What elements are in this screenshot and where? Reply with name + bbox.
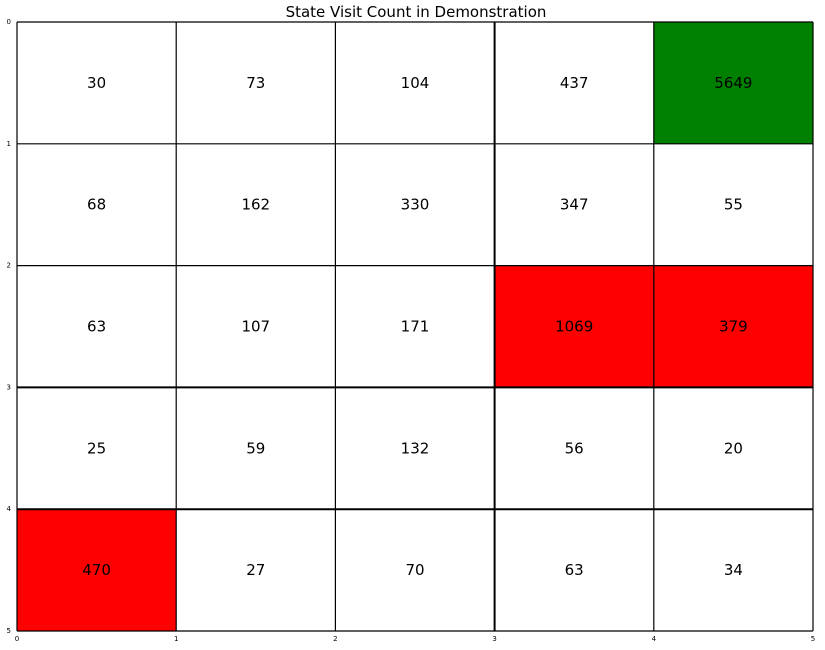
cell-value-label: 55 [724,196,743,214]
cell-value-label: 347 [560,196,589,214]
heatmap-cell [335,143,495,266]
cell-value-label: 1069 [555,318,593,336]
heatmap-cell [653,509,813,631]
cell-value-label: 30 [87,74,106,92]
heatmap-cell [176,143,336,266]
y-tick-label: 4 [7,505,12,513]
x-tick-label: 0 [15,635,19,643]
cell-value-label: 34 [724,561,743,579]
heatmap-cell [335,265,495,388]
y-axis-ticks: 0 1 2 3 4 5 [7,18,12,635]
cell-value-label: 5649 [714,74,752,92]
x-tick-label: 2 [333,635,337,643]
heatmap-cell [17,509,177,631]
cell-value-label: 171 [401,318,430,336]
cell-value-label: 56 [565,439,584,457]
cell-value-label: 132 [401,439,430,457]
y-tick-label: 1 [7,140,11,148]
heatmap-cell [494,143,654,266]
heatmap-cell [653,387,813,510]
heatmap-cell [335,387,495,510]
heatmap-cell [335,509,495,631]
chart-title: State Visit Count in Demonstration [285,3,547,21]
heatmap-cell [494,265,654,388]
cell-value-label: 70 [405,561,424,579]
y-tick-label: 5 [7,627,11,635]
heatmap-cell [176,265,336,388]
cell-value-label: 63 [565,561,584,579]
cell-value-label: 437 [560,74,589,92]
cell-value-labels: 30 73 104 437 5649 68 162 330 347 55 63 107 171 1069 3… [82,74,752,579]
x-tick-label: 1 [174,635,178,643]
heatmap-cell [494,22,654,144]
y-tick-label: 2 [7,262,11,270]
cell-value-label: 63 [87,318,106,336]
heatmap-cell [494,387,654,510]
cell-value-label: 25 [87,439,106,457]
heatmap-cell [17,265,177,388]
grid-lines [16,21,814,632]
cell-value-label: 162 [241,196,270,214]
cell-value-label: 330 [401,196,430,214]
heatmap-cell [17,387,177,510]
heatmap-cell [176,509,336,631]
x-tick-label: 4 [652,635,657,643]
cell-value-label: 104 [401,74,430,92]
y-tick-label: 3 [7,383,11,391]
cell-value-label: 59 [246,439,265,457]
x-tick-label: 3 [492,635,496,643]
heatmap-cell [335,22,495,144]
heatmap-cell [494,509,654,631]
heatmap-cell [17,22,177,144]
cell-value-label: 470 [82,561,111,579]
x-axis-ticks: 0 1 2 3 4 5 [15,635,815,643]
cell-value-label: 20 [724,439,743,457]
cell-value-label: 379 [719,318,748,336]
cell-value-label: 27 [246,561,265,579]
heatmap-cells [17,22,813,631]
heatmap-cell [176,387,336,510]
y-tick-label: 0 [7,18,11,26]
heatmap-cell [653,265,813,388]
cell-value-label: 107 [241,318,270,336]
heatmap-cell [653,22,813,144]
heatmap-cell [176,22,336,144]
x-tick-label: 5 [811,635,815,643]
cell-value-label: 68 [87,196,106,214]
heatmap-cell [653,143,813,266]
heatmap-cell [17,143,177,266]
cell-value-label: 73 [246,74,265,92]
